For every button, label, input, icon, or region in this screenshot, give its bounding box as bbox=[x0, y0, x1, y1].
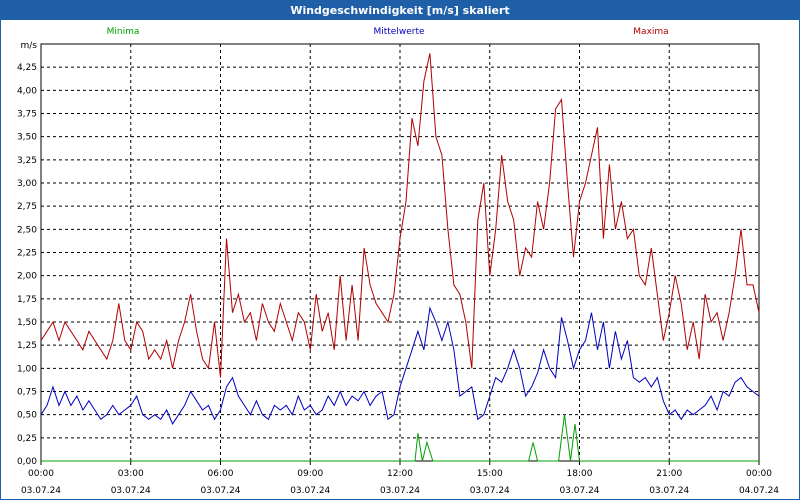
y-tick-label: 4,25 bbox=[17, 63, 37, 73]
y-tick-label: 0,00 bbox=[17, 457, 37, 467]
x-tick-date-label: 03.07.24 bbox=[200, 486, 240, 496]
y-tick-label: 3,50 bbox=[17, 133, 37, 143]
x-tick-time-label: 03:00 bbox=[118, 469, 144, 479]
y-tick-label: 0,25 bbox=[17, 434, 37, 444]
y-axis-label: m/s bbox=[21, 41, 38, 51]
legend-entry-minima: Minima bbox=[107, 27, 140, 37]
x-tick-time-label: 15:00 bbox=[477, 469, 503, 479]
x-tick-time-label: 09:00 bbox=[297, 469, 323, 479]
x-tick-time-label: 00:00 bbox=[28, 469, 54, 479]
x-tick-date-label: 03.07.24 bbox=[380, 486, 420, 496]
series-line-minima bbox=[41, 414, 759, 462]
x-tick-date-label: 03.07.24 bbox=[559, 486, 599, 496]
legend-layer: Minima Mittelwerte Maxima bbox=[107, 27, 669, 37]
y-tick-label: 3,75 bbox=[17, 110, 37, 120]
x-tick-date-label: 03.07.24 bbox=[21, 486, 61, 496]
x-tick-date-label: 03.07.24 bbox=[290, 486, 330, 496]
y-tick-label: 4,00 bbox=[17, 86, 37, 96]
series-layer bbox=[40, 53, 760, 462]
x-tick-time-label: 18:00 bbox=[567, 469, 593, 479]
y-tick-label: 3,00 bbox=[17, 179, 37, 189]
legend-entry-mittelwerte: Mittelwerte bbox=[373, 27, 424, 37]
x-tick-time-label: 06:00 bbox=[208, 469, 234, 479]
x-tick-date-label: 03.07.24 bbox=[111, 486, 151, 496]
x-tick-date-label: 03.07.24 bbox=[470, 486, 510, 496]
y-tick-label: 0,50 bbox=[17, 411, 37, 421]
x-tick-time-label: 00:00 bbox=[746, 469, 772, 479]
series-line-mittelwerte bbox=[40, 306, 760, 425]
x-tick-date-label: 04.07.24 bbox=[739, 486, 779, 496]
y-tick-label: 2,00 bbox=[17, 272, 37, 282]
chart-title: Windgeschwindigkeit [m/s] skaliert bbox=[1, 1, 799, 20]
y-tick-label: 0,75 bbox=[17, 388, 37, 398]
chart-plot-svg: 0,00 0,25 0,50 0,75 1,00 1,25 1,50 1,75 2,00 2,25… bbox=[17, 27, 779, 496]
series-line-maxima bbox=[40, 53, 760, 378]
x-tick-time-label: 21:00 bbox=[656, 469, 682, 479]
y-tick-label: 1,75 bbox=[17, 295, 37, 305]
y-tick-label: 1,25 bbox=[17, 341, 37, 351]
y-tick-label: 1,00 bbox=[17, 364, 37, 374]
y-tick-label: 2,75 bbox=[17, 202, 37, 212]
x-tick-time-label: 12:00 bbox=[387, 469, 413, 479]
y-tick-label: 1,50 bbox=[17, 318, 37, 328]
y-tick-label: 3,25 bbox=[17, 156, 37, 166]
y-tick-label: 2,25 bbox=[17, 249, 37, 259]
axis-layer: 0,00 0,25 0,50 0,75 1,00 1,25 1,50 1,75 2,00 2,25… bbox=[17, 41, 779, 496]
x-tick-date-label: 03.07.24 bbox=[649, 486, 689, 496]
grid-layer bbox=[40, 43, 760, 462]
legend-entry-maxima: Maxima bbox=[633, 27, 668, 37]
y-tick-label: 2,50 bbox=[17, 225, 37, 235]
